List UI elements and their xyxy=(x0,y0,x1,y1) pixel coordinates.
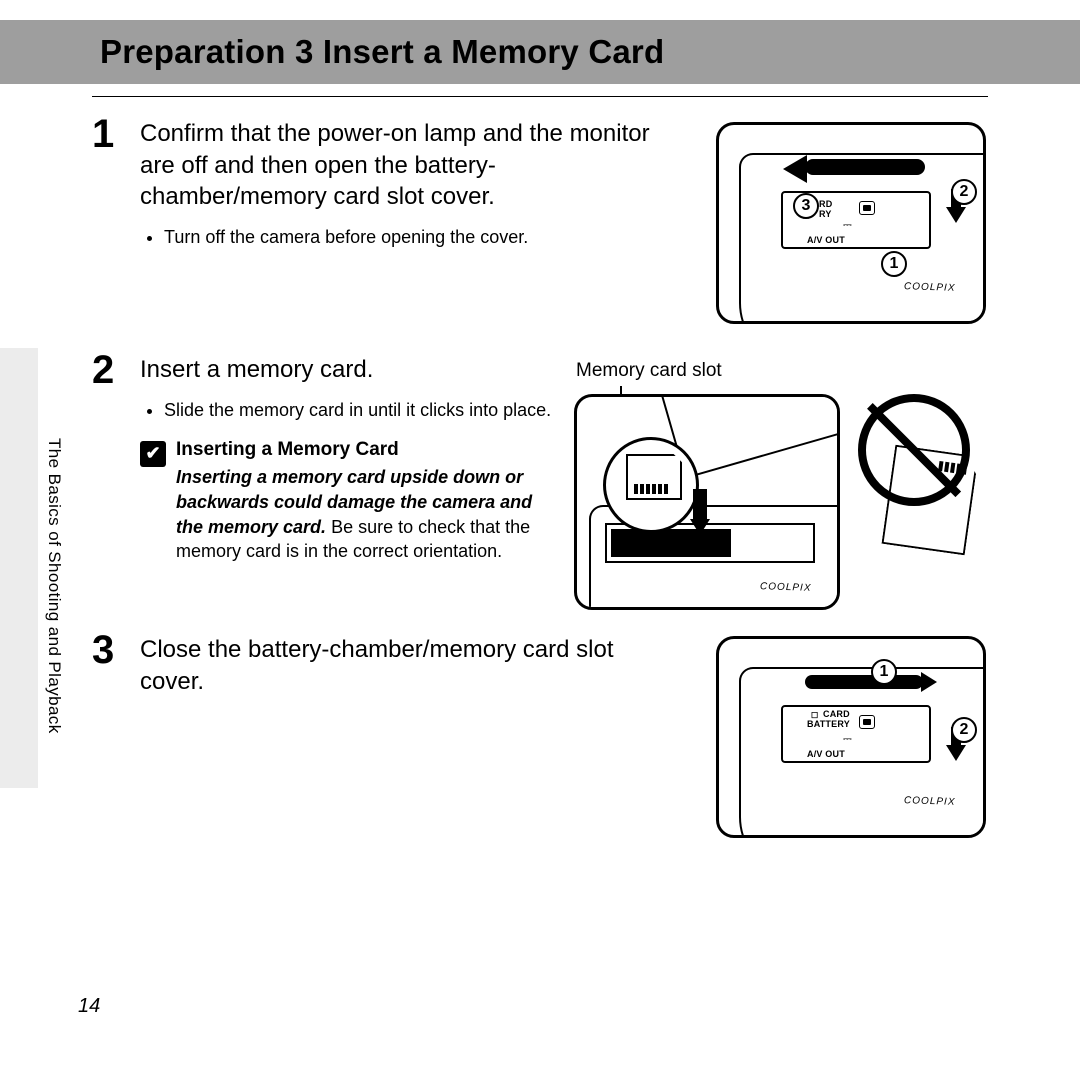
step-3: 3 Close the battery-chamber/memory card … xyxy=(92,634,652,697)
step-2-bullet: Slide the memory card in until it clicks… xyxy=(164,398,562,423)
step-1: 1 Confirm that the power-on lamp and the… xyxy=(92,118,672,250)
step-number: 2 xyxy=(92,348,114,393)
diag1-callout-2: 2 xyxy=(951,179,977,205)
step-1-bullet: Turn off the camera before opening the c… xyxy=(164,225,672,250)
manual-page: Preparation 3 Insert a Memory Card The B… xyxy=(0,0,1080,1080)
diag1-callout-3: 3 xyxy=(793,193,819,219)
diag1-brand: COOLPIX xyxy=(903,281,955,294)
step-1-text: Confirm that the power-on lamp and the m… xyxy=(140,118,672,213)
diag1-label-rd: RD xyxy=(819,199,832,209)
diag1-callout-1: 1 xyxy=(881,251,907,277)
warning-title: Inserting a Memory Card xyxy=(176,439,562,461)
step-2: 2 Insert a memory card. Slide the memory… xyxy=(92,354,562,564)
step-3-diagram: ☐ CARD BATTERY ⎓ A/V OUT COOLPIX 1 2 xyxy=(716,636,986,838)
step-number: 1 xyxy=(92,112,114,157)
warning-text: Inserting a memory card upside down or b… xyxy=(176,465,562,564)
step-2-diagram-insert: COOLPIX xyxy=(574,394,840,610)
memory-slot-label: Memory card slot xyxy=(576,360,722,382)
diag3-card-label: CARD xyxy=(823,709,850,719)
chapter-tab xyxy=(0,348,38,788)
diag1-av-label: A/V OUT xyxy=(807,235,845,245)
diag3-callout-2: 2 xyxy=(951,717,977,743)
chapter-label: The Basics of Shooting and Playback xyxy=(44,438,64,734)
step-3-text: Close the battery-chamber/memory card sl… xyxy=(140,634,652,697)
warning-block: ✔ Inserting a Memory Card Inserting a me… xyxy=(140,439,562,564)
diag3-av-label: A/V OUT xyxy=(807,749,845,759)
title-bar: Preparation 3 Insert a Memory Card xyxy=(0,20,1080,84)
port-icon xyxy=(859,715,875,729)
usb-icon: ⎓ xyxy=(843,219,852,232)
diag2-brand: COOLPIX xyxy=(759,581,811,594)
step-number: 3 xyxy=(92,628,114,673)
step-2-text: Insert a memory card. xyxy=(140,354,562,386)
port-icon xyxy=(859,201,875,215)
diag3-callout-1: 1 xyxy=(871,659,897,685)
step-1-diagram: RD RY ⎓ A/V OUT COOLPIX 1 2 3 xyxy=(716,122,986,324)
diag3-brand: COOLPIX xyxy=(903,795,955,808)
diag3-battery-label: BATTERY xyxy=(807,719,850,729)
warning-icon: ✔ xyxy=(140,441,166,467)
step-2-diagram-prohibit xyxy=(858,394,986,554)
page-title: Preparation 3 Insert a Memory Card xyxy=(100,33,664,71)
page-number: 14 xyxy=(78,995,100,1018)
diag1-label-ry: RY xyxy=(819,209,832,219)
usb-icon: ⎓ xyxy=(843,733,852,746)
horizontal-rule xyxy=(92,96,988,97)
